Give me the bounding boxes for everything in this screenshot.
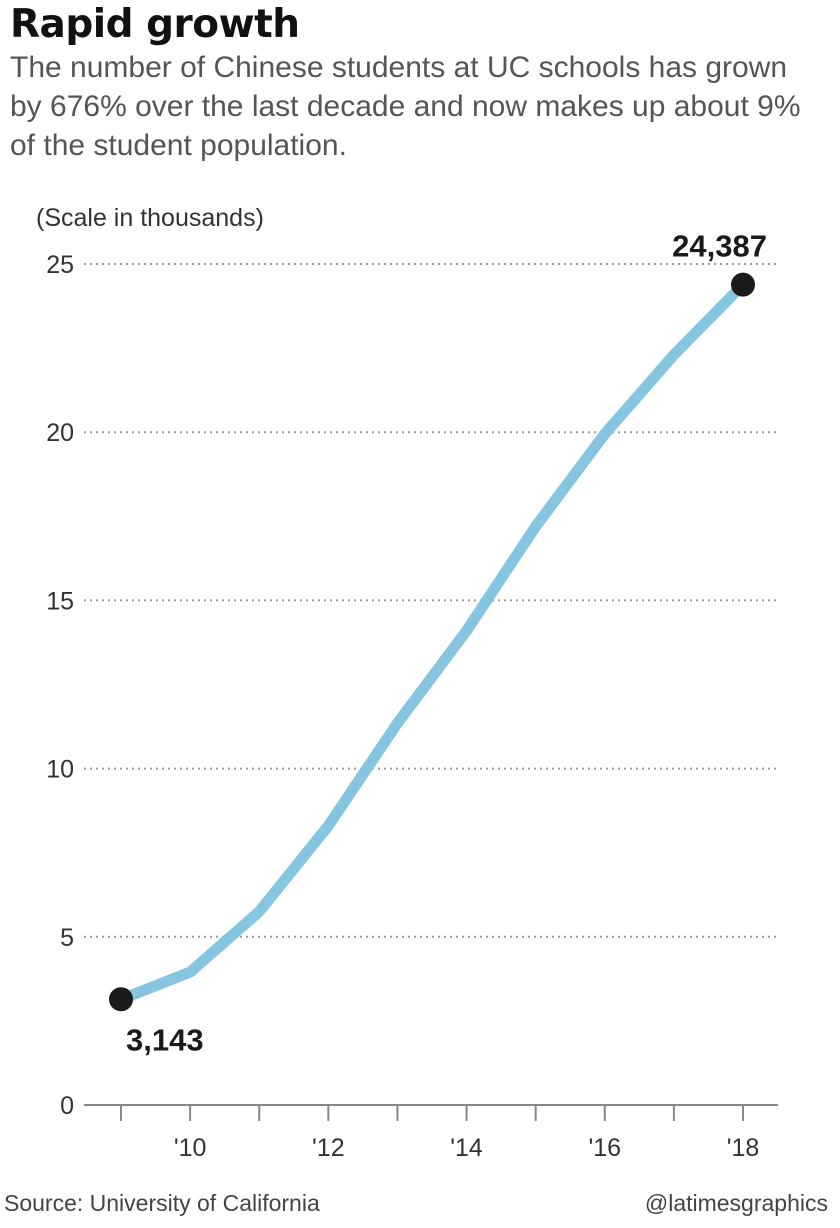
y-tick-label: 0 xyxy=(60,1092,74,1120)
x-tick-label: '14 xyxy=(450,1134,483,1162)
x-tick-label: '12 xyxy=(312,1134,345,1162)
y-tick-label: 15 xyxy=(46,587,74,615)
chart-subtitle: The number of Chinese students at UC sch… xyxy=(10,51,801,162)
y-tick-label: 5 xyxy=(60,924,74,952)
data-point-marker xyxy=(109,987,133,1012)
x-tick-label: '18 xyxy=(727,1134,760,1162)
data-point-marker xyxy=(731,272,755,297)
source-note: Source: University of California xyxy=(4,1190,320,1216)
y-tick-label: 10 xyxy=(46,756,74,784)
x-tick-label: '10 xyxy=(174,1134,207,1162)
chart-title: Rapid growth xyxy=(10,2,300,47)
x-tick-label: '16 xyxy=(588,1134,621,1162)
y-tick-label: 20 xyxy=(46,419,74,447)
scale-unit-label: (Scale in thousands) xyxy=(36,204,264,232)
y-tick-label: 25 xyxy=(46,251,74,279)
series-line xyxy=(115,279,749,1005)
data-label: 3,143 xyxy=(126,1022,204,1057)
credit-note: @latimesgraphics xyxy=(644,1190,828,1216)
data-label: 24,387 xyxy=(672,229,767,264)
